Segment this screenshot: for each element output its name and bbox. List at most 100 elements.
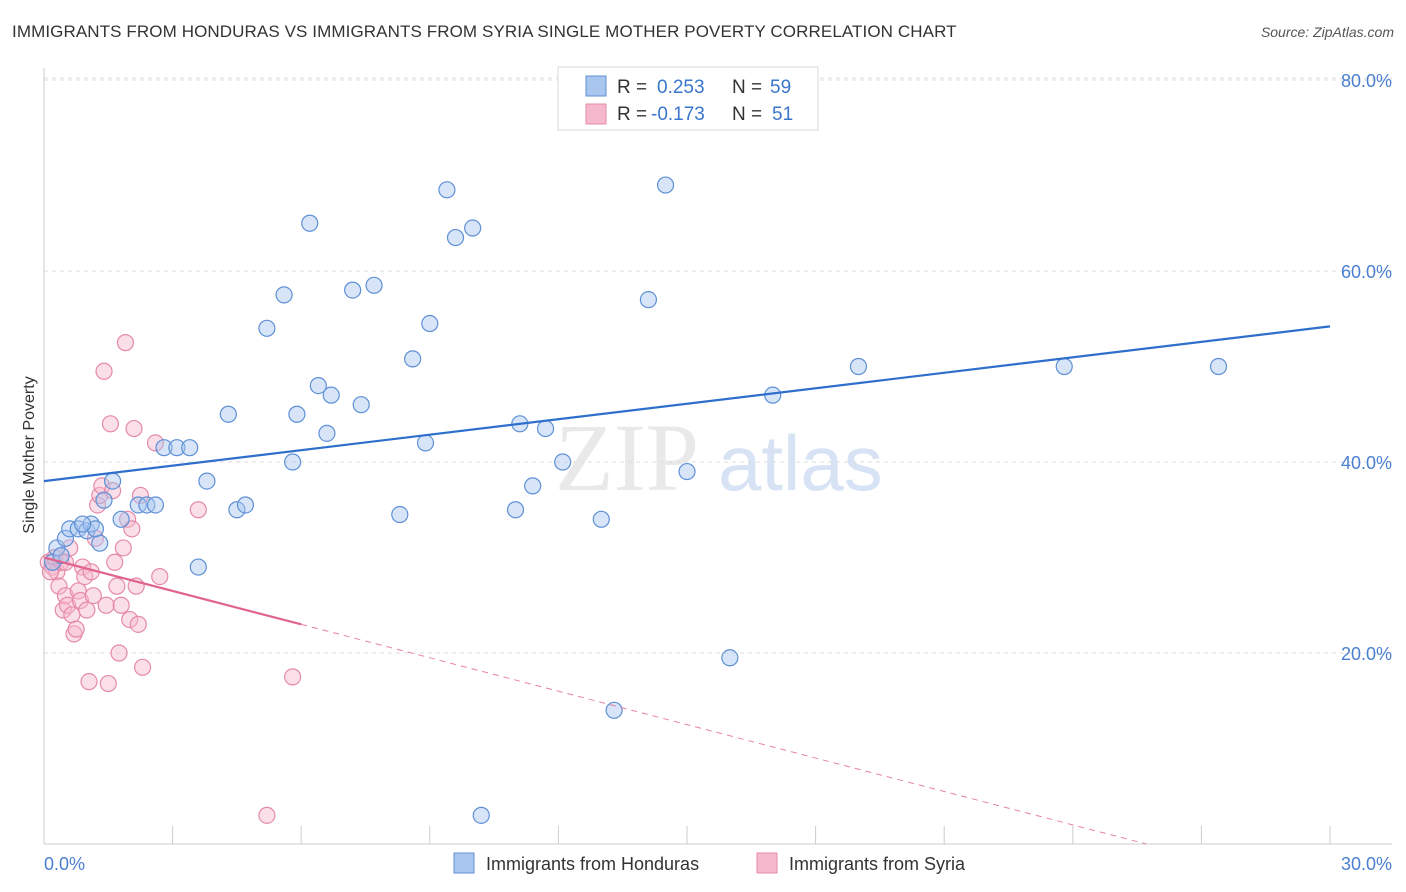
honduras-point [288,405,306,423]
honduras-point [446,228,465,247]
y-tick-label: 80.0% [1341,71,1392,91]
honduras-point [1209,357,1228,376]
honduras-point [656,176,675,194]
syria-point [67,620,85,638]
syria-point [121,610,139,629]
honduras-point [421,314,439,333]
bottom-legend-label-honduras: Immigrants from Honduras [486,854,699,874]
honduras-point [318,424,336,442]
syria-point [118,510,137,528]
honduras-point [309,377,327,395]
honduras-point [391,505,409,524]
honduras-point [86,520,105,538]
syria-point [71,591,90,610]
syria-point [189,501,207,519]
x-tick-label-max: 30.0% [1341,854,1392,874]
legend-n-value-honduras: 59 [770,77,791,98]
honduras-point [344,281,362,299]
syria-point [284,668,302,686]
honduras-point [592,510,610,528]
grid-lines [44,77,1392,654]
honduras-point [721,649,739,667]
honduras-point [258,319,276,337]
syria-point [112,596,130,614]
trend-lines [43,325,1331,845]
syria-point [63,606,81,624]
y-tick-label: 20.0% [1341,644,1392,664]
honduras-point [301,214,319,232]
syria-point [123,520,141,538]
syria-point [99,674,117,693]
honduras-point [52,546,70,565]
legend-swatch-syria [585,103,607,125]
legend-r-value-syria: -0.173 [651,104,705,125]
syria-point [146,434,165,452]
axes [43,68,1392,845]
syria-point [125,419,143,438]
syria-point [50,577,68,595]
honduras-point [506,501,525,519]
legend-r-label-honduras: R = [617,77,647,98]
syria-point [108,577,126,595]
series-legend: Immigrants from Honduras Immigrants from… [453,852,966,874]
honduras-point [849,357,868,376]
honduras-point [198,472,216,490]
honduras-point [219,405,237,423]
y-tick-label: 40.0% [1341,453,1392,473]
y-tick-label: 60.0% [1341,262,1392,282]
stats-legend: R = 0.253 N = 59 R = -0.173 N = 51 [557,66,819,131]
bottom-legend-swatch-syria [756,852,778,874]
honduras-point [189,558,207,576]
syria-point [103,482,122,500]
syria-point [84,587,102,605]
syria-point [116,334,135,352]
syria-trend-extension [301,623,1147,845]
honduras-point [365,276,383,294]
watermark-atlas: atlas [718,419,883,507]
bottom-legend-label-syria: Immigrants from Syria [789,854,966,874]
honduras-points [43,176,1228,824]
legend-r-value-honduras: 0.253 [657,77,705,98]
syria-point [129,615,147,633]
honduras-point [168,439,186,457]
chart-title: IMMIGRANTS FROM HONDURAS VS IMMIGRANTS F… [12,22,957,41]
source-label: Source: ZipAtlas.com [1260,24,1394,40]
x-tick-label-min: 0.0% [44,854,85,874]
honduras-point [146,496,165,514]
honduras-point [352,396,370,414]
honduras-point [472,806,490,824]
honduras-point [228,501,246,519]
honduras-point [438,181,456,199]
syria-point [48,563,66,581]
syria-point [95,362,113,380]
syria-point [80,673,98,691]
honduras-point [103,472,122,490]
honduras-point [416,434,435,452]
honduras-point [284,453,302,471]
honduras-point [554,453,572,471]
syria-point [93,477,111,495]
syria-point [110,644,128,662]
honduras-point [181,439,199,457]
honduras-point [275,286,293,304]
syria-points [39,334,302,824]
honduras-point [639,291,658,309]
honduras-point [56,529,75,548]
honduras-point [404,350,422,368]
legend-n-value-syria: 51 [772,104,793,125]
honduras-point [95,491,113,509]
syria-point [101,415,120,433]
bottom-legend-swatch-honduras [453,852,475,874]
honduras-point [536,419,555,438]
syria-point [106,553,124,571]
honduras-point [464,219,482,237]
syria-point [97,596,115,614]
legend-n-label-honduras: N = [732,77,762,98]
syria-point [151,567,169,586]
syria-trend-line [43,556,302,626]
syria-point [258,806,276,824]
syria-point [78,601,96,619]
honduras-point [236,496,255,514]
honduras-point [524,477,542,495]
syria-point [114,539,132,557]
